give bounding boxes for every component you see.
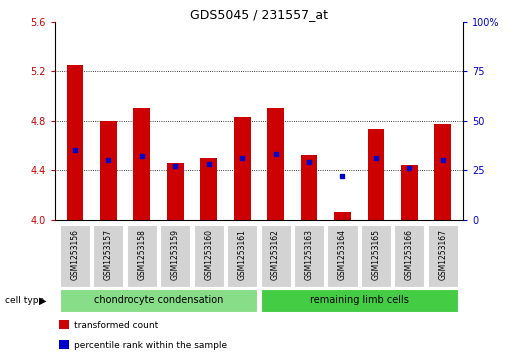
Bar xyxy=(59,340,69,349)
Text: GSM1253162: GSM1253162 xyxy=(271,229,280,280)
FancyBboxPatch shape xyxy=(260,289,458,312)
Text: ▶: ▶ xyxy=(39,295,46,305)
Bar xyxy=(368,129,384,220)
Bar xyxy=(435,125,451,220)
FancyBboxPatch shape xyxy=(428,225,458,287)
FancyBboxPatch shape xyxy=(94,225,123,287)
Title: GDS5045 / 231557_at: GDS5045 / 231557_at xyxy=(190,8,328,21)
Bar xyxy=(334,212,351,220)
Bar xyxy=(59,320,69,329)
Bar xyxy=(401,165,418,220)
Text: GSM1253159: GSM1253159 xyxy=(171,229,180,280)
Bar xyxy=(66,65,83,220)
Text: GSM1253164: GSM1253164 xyxy=(338,229,347,280)
Text: GSM1253158: GSM1253158 xyxy=(138,229,146,280)
Text: chondrocyte condensation: chondrocyte condensation xyxy=(94,295,223,305)
Bar xyxy=(301,155,317,220)
Bar xyxy=(100,121,117,220)
FancyBboxPatch shape xyxy=(394,225,424,287)
Bar xyxy=(267,108,284,220)
FancyBboxPatch shape xyxy=(227,225,257,287)
Text: GSM1253160: GSM1253160 xyxy=(204,229,213,280)
Text: GSM1253163: GSM1253163 xyxy=(304,229,314,280)
Text: GSM1253156: GSM1253156 xyxy=(71,229,79,280)
FancyBboxPatch shape xyxy=(60,289,257,312)
FancyBboxPatch shape xyxy=(260,225,291,287)
Text: percentile rank within the sample: percentile rank within the sample xyxy=(74,341,228,350)
Text: GSM1253165: GSM1253165 xyxy=(371,229,380,280)
FancyBboxPatch shape xyxy=(160,225,190,287)
FancyBboxPatch shape xyxy=(60,225,90,287)
Text: cell type: cell type xyxy=(5,296,44,305)
Bar xyxy=(167,163,184,220)
FancyBboxPatch shape xyxy=(361,225,391,287)
Text: GSM1253161: GSM1253161 xyxy=(237,229,247,280)
Text: remaining limb cells: remaining limb cells xyxy=(310,295,408,305)
FancyBboxPatch shape xyxy=(327,225,358,287)
FancyBboxPatch shape xyxy=(194,225,224,287)
Text: GSM1253157: GSM1253157 xyxy=(104,229,113,280)
Text: GSM1253166: GSM1253166 xyxy=(405,229,414,280)
Text: transformed count: transformed count xyxy=(74,321,159,330)
FancyBboxPatch shape xyxy=(127,225,157,287)
Bar xyxy=(200,158,217,220)
Bar xyxy=(234,117,251,220)
Text: GSM1253167: GSM1253167 xyxy=(438,229,447,280)
Bar xyxy=(133,108,150,220)
FancyBboxPatch shape xyxy=(294,225,324,287)
